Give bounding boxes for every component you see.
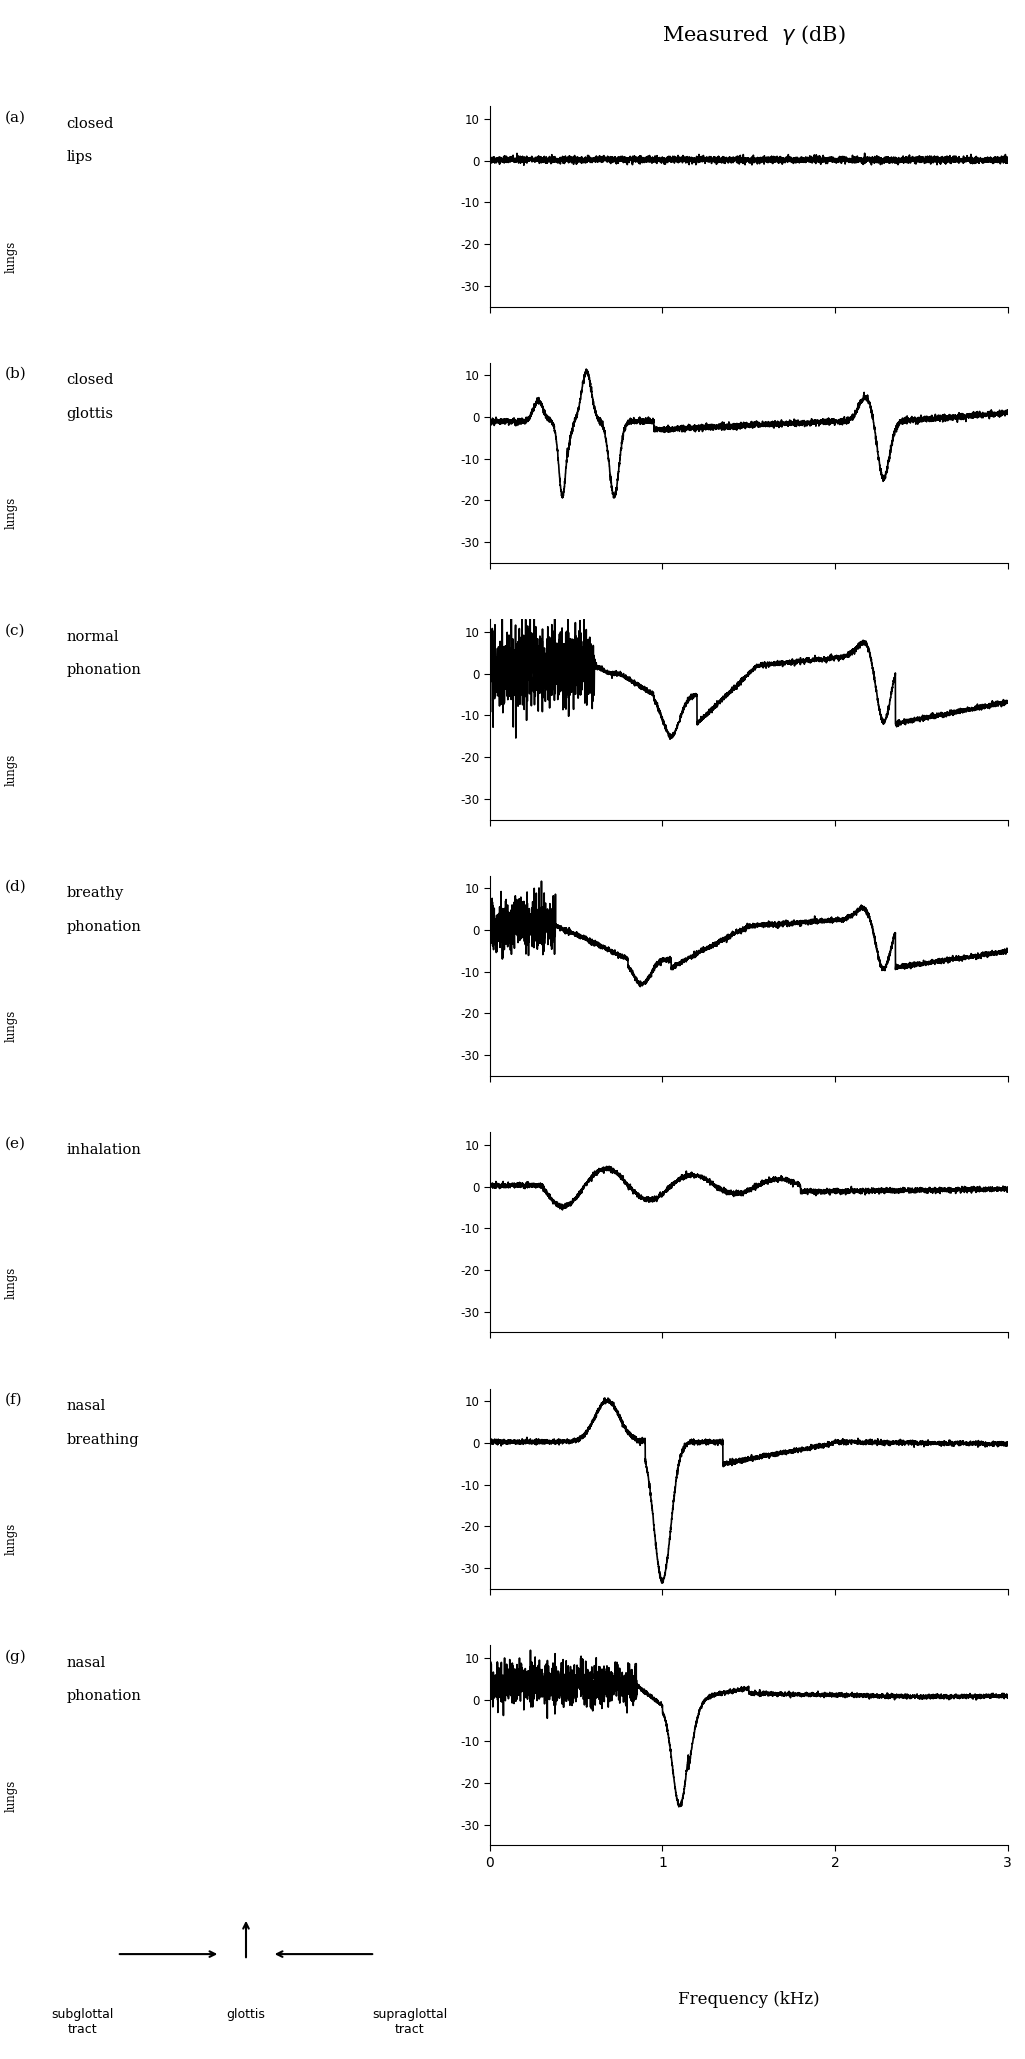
Text: breathy: breathy	[67, 885, 124, 900]
Text: inhalation: inhalation	[67, 1143, 141, 1157]
Text: glottis: glottis	[67, 406, 114, 420]
Text: lungs: lungs	[5, 1266, 18, 1299]
Text: nasal: nasal	[67, 1655, 106, 1670]
Text: closed: closed	[67, 373, 114, 387]
Text: subglottal
tract: subglottal tract	[51, 2008, 114, 2036]
Text: lungs: lungs	[5, 241, 18, 272]
Text: phonation: phonation	[67, 920, 141, 933]
Text: lungs: lungs	[5, 754, 18, 787]
Text: lips: lips	[67, 150, 93, 165]
Text: normal: normal	[67, 630, 119, 644]
Text: (c): (c)	[5, 624, 26, 638]
Text: (d): (d)	[5, 879, 27, 894]
Text: lungs: lungs	[5, 1524, 18, 1555]
Text: (b): (b)	[5, 367, 27, 381]
Text: nasal: nasal	[67, 1400, 106, 1412]
Text: Measured  $\gamma$ (dB): Measured $\gamma$ (dB)	[661, 23, 846, 47]
Text: glottis: glottis	[227, 2008, 265, 2022]
Text: (f): (f)	[5, 1394, 23, 1406]
Text: lungs: lungs	[5, 1779, 18, 1812]
Text: phonation: phonation	[67, 1688, 141, 1703]
Text: Frequency (kHz): Frequency (kHz)	[678, 1991, 820, 2008]
Text: supraglottal
tract: supraglottal tract	[372, 2008, 447, 2036]
Text: (g): (g)	[5, 1649, 27, 1664]
Text: closed: closed	[67, 117, 114, 132]
Text: breathing: breathing	[67, 1433, 139, 1447]
Text: phonation: phonation	[67, 663, 141, 677]
Text: (a): (a)	[5, 111, 26, 126]
Text: lungs: lungs	[5, 1009, 18, 1042]
Text: lungs: lungs	[5, 496, 18, 529]
Text: (e): (e)	[5, 1137, 26, 1151]
